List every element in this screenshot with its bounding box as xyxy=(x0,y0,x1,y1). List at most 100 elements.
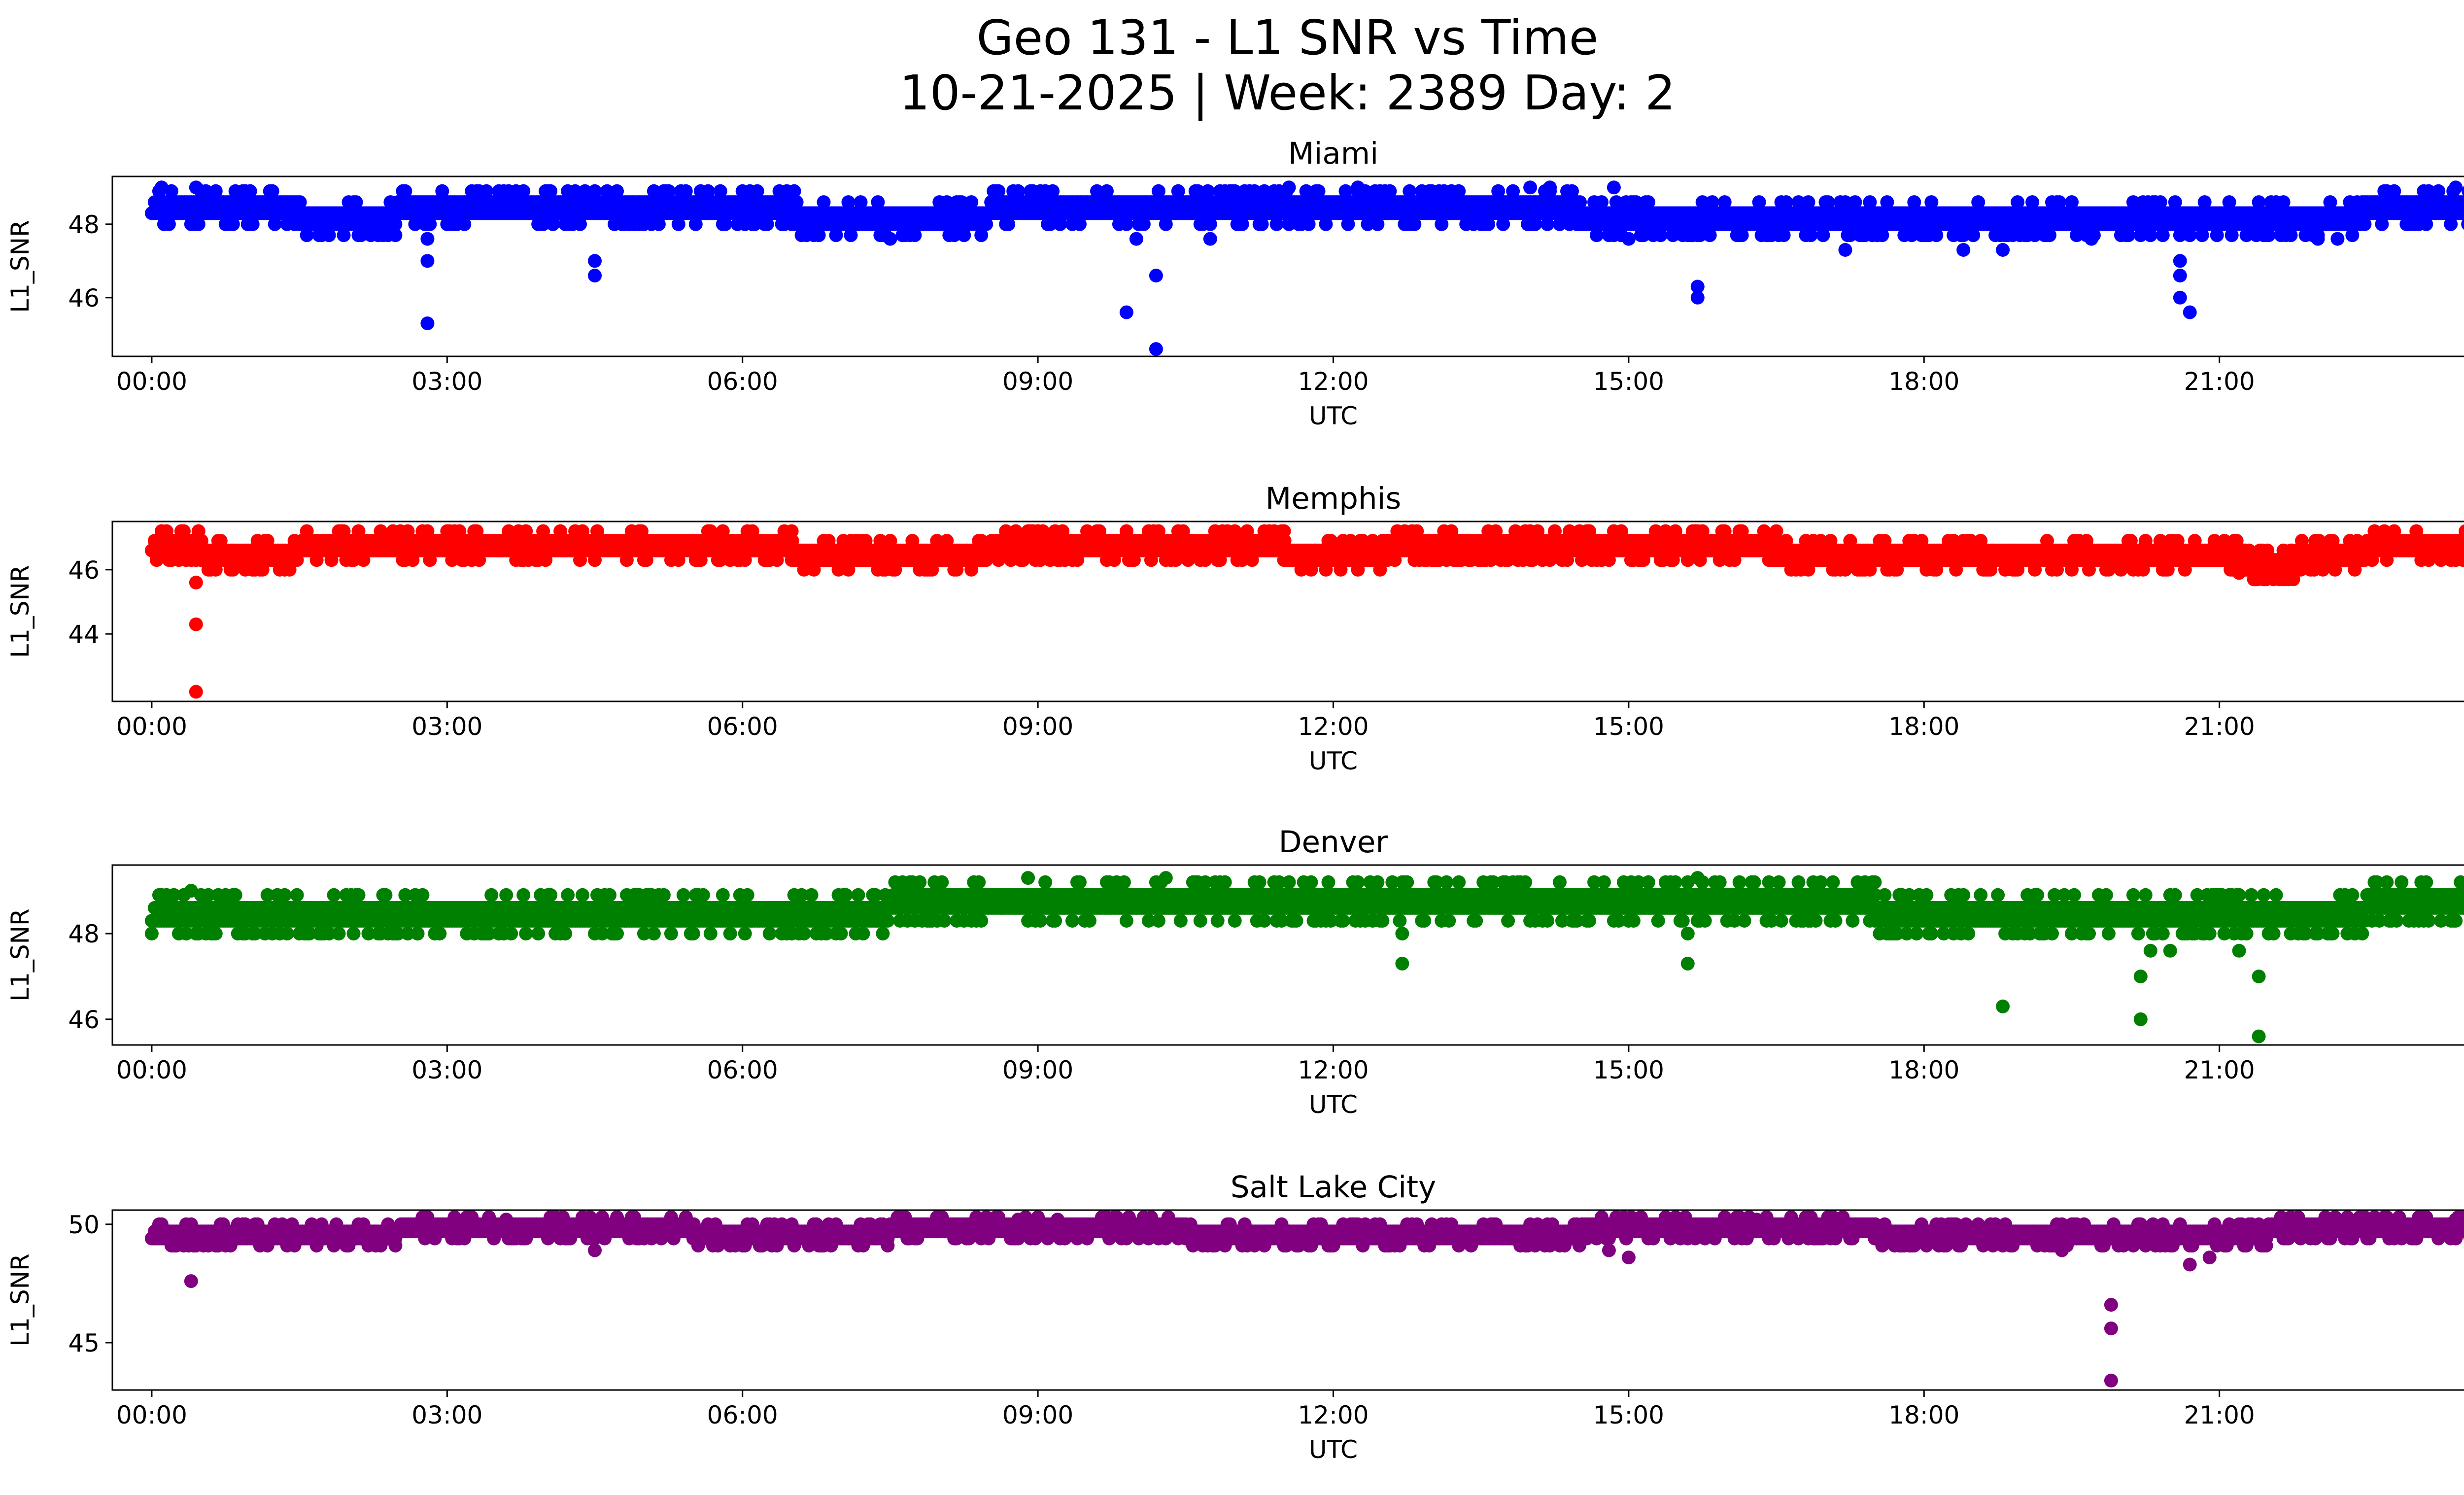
data-point-outlier xyxy=(420,254,435,268)
x-tick-label: 09:00 xyxy=(1002,712,1073,741)
data-point xyxy=(1703,228,1717,243)
data-point-outlier xyxy=(2183,305,2197,319)
data-point-outlier xyxy=(1543,180,1557,195)
data-point xyxy=(578,184,592,198)
data-point-outlier xyxy=(2311,232,2325,246)
y-tick-label: 48 xyxy=(68,210,100,239)
data-point xyxy=(1043,217,1058,231)
data-point xyxy=(322,228,336,243)
data-point xyxy=(787,184,801,198)
data-point xyxy=(1053,217,1067,231)
x-tick-label: 06:00 xyxy=(707,712,778,741)
data-point xyxy=(1863,195,1877,209)
data-point xyxy=(1370,217,1385,231)
data-point xyxy=(1269,217,1284,231)
data-point xyxy=(2444,217,2458,231)
data-point xyxy=(957,228,971,243)
data-point xyxy=(1452,184,1466,198)
data-point-outlier xyxy=(189,575,203,590)
data-point xyxy=(408,217,422,231)
data-point xyxy=(1590,228,1604,243)
data-point xyxy=(1311,184,1326,198)
data-point xyxy=(1151,184,1165,198)
data-point xyxy=(1255,217,1269,231)
data-point xyxy=(1247,184,1262,198)
data-point xyxy=(1073,217,1087,231)
data-point xyxy=(162,217,176,231)
data-point xyxy=(1171,184,1185,198)
data-point-outlier xyxy=(1149,269,1163,283)
y-axis-label: L1_SNR xyxy=(6,565,34,658)
x-axis-label: UTC xyxy=(1309,402,1358,430)
data-point xyxy=(974,228,989,243)
data-point xyxy=(1528,217,1542,231)
data-point xyxy=(337,228,351,243)
data-point xyxy=(1804,228,1818,243)
data-point xyxy=(1705,195,1719,209)
data-point-outlier xyxy=(588,254,602,268)
data-point-outlier xyxy=(1996,243,2010,257)
data-point-outlier xyxy=(2409,524,2424,538)
x-tick-label: 12:00 xyxy=(1298,367,1369,396)
data-point xyxy=(2345,228,2360,243)
scatter-points xyxy=(144,180,2464,356)
data-point xyxy=(2065,195,2079,209)
data-point xyxy=(610,184,624,198)
data-point xyxy=(1735,228,1749,243)
data-point-outlier xyxy=(1119,305,1133,319)
data-point xyxy=(2422,184,2436,198)
data-point xyxy=(947,228,961,243)
figure-subtitle: 10-21-2025 | Week: 2389 Day: 2 xyxy=(899,65,1676,121)
data-point xyxy=(228,888,242,902)
data-point-outlier xyxy=(1129,232,1143,246)
data-point-outlier xyxy=(883,232,897,246)
data-point xyxy=(1235,217,1249,231)
data-point xyxy=(1595,195,1608,209)
data-point xyxy=(1801,195,1815,209)
data-point xyxy=(544,184,558,198)
data-point xyxy=(423,217,437,231)
data-point xyxy=(964,195,979,209)
data-point-outlier xyxy=(154,180,169,195)
data-point xyxy=(300,228,314,243)
data-point xyxy=(1301,217,1316,231)
data-point xyxy=(679,184,693,198)
data-point-outlier xyxy=(189,180,203,195)
data-point xyxy=(908,228,922,243)
data-point xyxy=(955,195,969,209)
data-point-outlier xyxy=(189,617,203,631)
data-point xyxy=(1403,184,1417,198)
x-tick-label: 12:00 xyxy=(1298,712,1369,741)
data-point xyxy=(979,217,993,231)
data-point xyxy=(1553,217,1567,231)
data-point-outlier xyxy=(1956,243,1971,257)
data-point xyxy=(354,228,368,243)
data-point xyxy=(1136,217,1151,231)
data-point xyxy=(1319,217,1333,231)
data-point xyxy=(1491,184,1506,198)
x-tick-label: 03:00 xyxy=(411,367,482,396)
data-point-outlier xyxy=(2232,566,2246,580)
data-point xyxy=(1481,217,1496,231)
data-point xyxy=(1609,195,1623,209)
x-axis-label: UTC xyxy=(1309,747,1358,775)
data-point-outlier xyxy=(1203,232,1217,246)
data-point xyxy=(2431,184,2446,198)
data-point xyxy=(1496,217,1510,231)
data-point xyxy=(1257,184,1271,198)
data-point-outlier xyxy=(1031,524,1045,538)
scatter-points xyxy=(144,871,2464,1043)
data-point xyxy=(1203,217,1217,231)
data-point xyxy=(191,217,205,231)
x-tick-label: 18:00 xyxy=(1888,712,1959,741)
data-point xyxy=(479,184,494,198)
data-point xyxy=(573,217,587,231)
data-point xyxy=(1383,184,1397,198)
data-point xyxy=(1905,228,1919,243)
data-point xyxy=(2456,206,2464,220)
data-point xyxy=(2284,228,2298,243)
data-point xyxy=(1843,228,1857,243)
data-point-outlier xyxy=(2449,180,2463,195)
